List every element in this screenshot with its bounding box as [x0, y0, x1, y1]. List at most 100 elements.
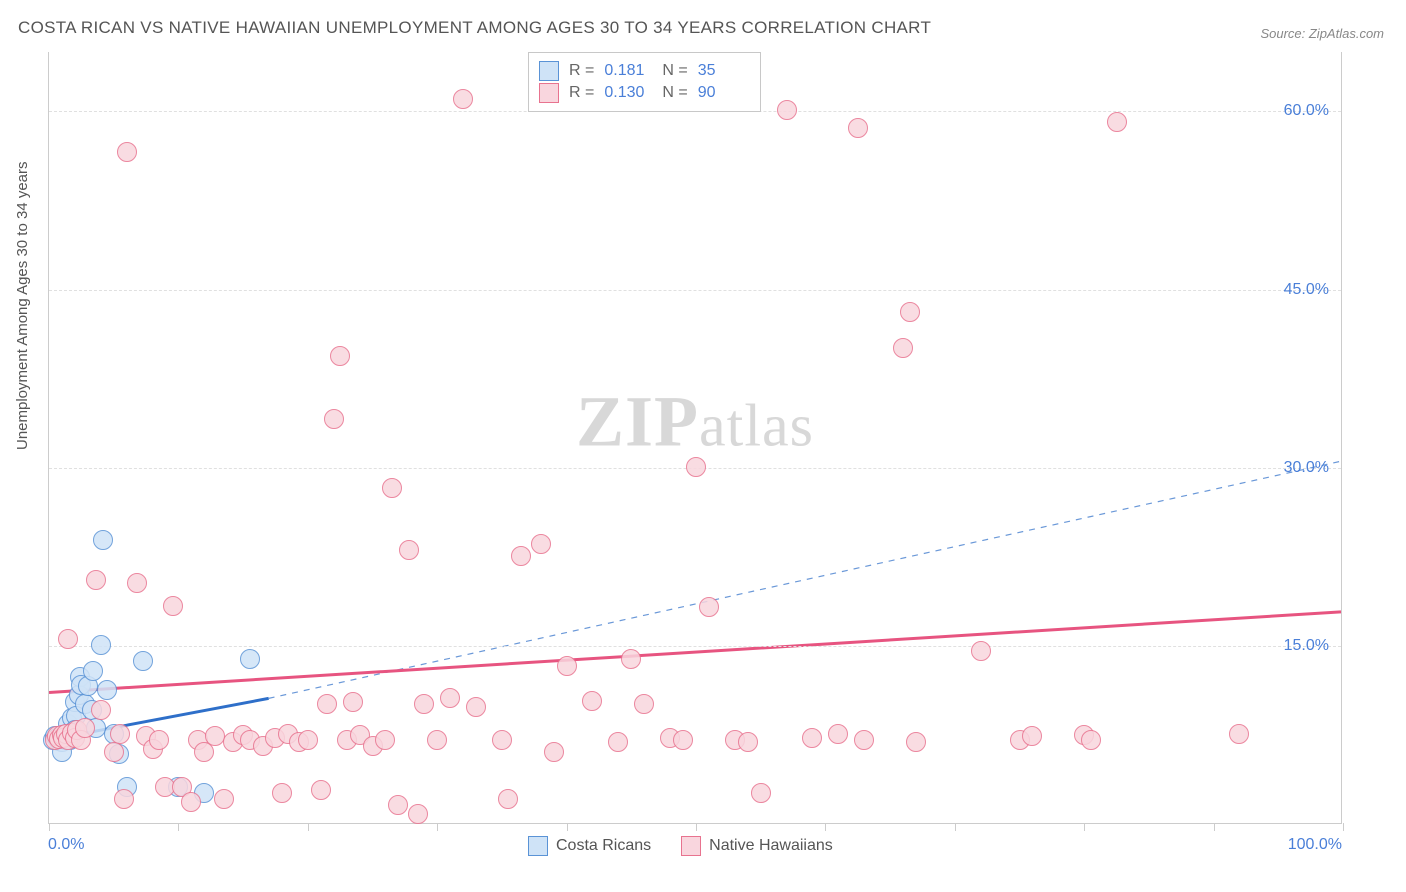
gridline — [49, 646, 1341, 647]
data-point — [802, 728, 822, 748]
legend-swatch — [528, 836, 548, 856]
data-point — [621, 649, 641, 669]
data-point — [298, 730, 318, 750]
data-point — [1229, 724, 1249, 744]
data-point — [272, 783, 292, 803]
data-point — [311, 780, 331, 800]
data-point — [58, 629, 78, 649]
data-point — [971, 641, 991, 661]
data-point — [498, 789, 518, 809]
data-point — [324, 409, 344, 429]
x-axis-max-label: 100.0% — [1288, 836, 1342, 854]
stat-r-label: R = — [569, 84, 594, 102]
y-tick-label: 15.0% — [1284, 637, 1329, 655]
x-tick — [437, 823, 438, 831]
stat-r-label: R = — [569, 62, 594, 80]
stat-r-value: 0.130 — [604, 84, 652, 102]
stat-n-label: N = — [662, 62, 687, 80]
legend-item: Costa Ricans — [528, 836, 651, 856]
legend-swatch — [681, 836, 701, 856]
data-point — [673, 730, 693, 750]
data-point — [634, 694, 654, 714]
data-point — [492, 730, 512, 750]
x-axis-min-label: 0.0% — [48, 836, 84, 854]
correlation-stats-box: R =0.181N =35R =0.130N =90 — [528, 52, 761, 112]
data-point — [1081, 730, 1101, 750]
data-point — [738, 732, 758, 752]
data-point — [214, 789, 234, 809]
data-point — [83, 661, 103, 681]
data-point — [828, 724, 848, 744]
legend-item: Native Hawaiians — [681, 836, 833, 856]
x-tick — [1084, 823, 1085, 831]
data-point — [93, 530, 113, 550]
legend-label: Costa Ricans — [556, 837, 651, 855]
data-point — [388, 795, 408, 815]
stats-row: R = 0.130 N = 90 — [539, 83, 746, 103]
legend-swatch — [539, 83, 559, 103]
data-point — [906, 732, 926, 752]
x-tick — [1343, 823, 1344, 831]
x-tick — [825, 823, 826, 831]
x-tick — [308, 823, 309, 831]
stat-n-value: 90 — [698, 84, 746, 102]
data-point — [86, 570, 106, 590]
data-point — [686, 457, 706, 477]
data-point — [900, 302, 920, 322]
y-tick-label: 30.0% — [1284, 459, 1329, 477]
data-point — [608, 732, 628, 752]
data-point — [343, 692, 363, 712]
stat-n-label: N = — [662, 84, 687, 102]
x-tick — [955, 823, 956, 831]
data-point — [240, 649, 260, 669]
data-point — [317, 694, 337, 714]
data-point — [181, 792, 201, 812]
data-point — [1107, 112, 1127, 132]
data-point — [777, 100, 797, 120]
trend-lines-layer — [49, 52, 1341, 823]
data-point — [440, 688, 460, 708]
watermark: ZIPatlas — [576, 381, 814, 464]
data-point — [149, 730, 169, 750]
data-point — [854, 730, 874, 750]
data-point — [97, 680, 117, 700]
data-point — [893, 338, 913, 358]
trend-line — [269, 461, 1341, 698]
data-point — [466, 697, 486, 717]
x-tick — [567, 823, 568, 831]
data-point — [751, 783, 771, 803]
y-tick-label: 60.0% — [1284, 102, 1329, 120]
data-point — [399, 540, 419, 560]
chart-title: COSTA RICAN VS NATIVE HAWAIIAN UNEMPLOYM… — [18, 18, 931, 38]
data-point — [91, 635, 111, 655]
data-point — [330, 346, 350, 366]
y-axis-label: Unemployment Among Ages 30 to 34 years — [14, 161, 31, 450]
data-point — [582, 691, 602, 711]
data-point — [848, 118, 868, 138]
data-point — [117, 142, 137, 162]
data-point — [427, 730, 447, 750]
series-legend: Costa Ricans Native Hawaiians — [528, 836, 833, 856]
legend-label: Native Hawaiians — [709, 837, 833, 855]
data-point — [453, 89, 473, 109]
stats-row: R =0.181N =35 — [539, 61, 746, 81]
data-point — [133, 651, 153, 671]
x-tick — [696, 823, 697, 831]
data-point — [1022, 726, 1042, 746]
legend-swatch — [539, 61, 559, 81]
data-point — [127, 573, 147, 593]
data-point — [544, 742, 564, 762]
data-point — [408, 804, 428, 824]
data-point — [375, 730, 395, 750]
data-point — [104, 742, 124, 762]
data-point — [91, 700, 111, 720]
data-point — [531, 534, 551, 554]
x-tick — [178, 823, 179, 831]
y-tick-label: 45.0% — [1284, 281, 1329, 299]
data-point — [114, 789, 134, 809]
data-point — [414, 694, 434, 714]
data-point — [205, 726, 225, 746]
data-point — [699, 597, 719, 617]
data-point — [557, 656, 577, 676]
data-point — [382, 478, 402, 498]
